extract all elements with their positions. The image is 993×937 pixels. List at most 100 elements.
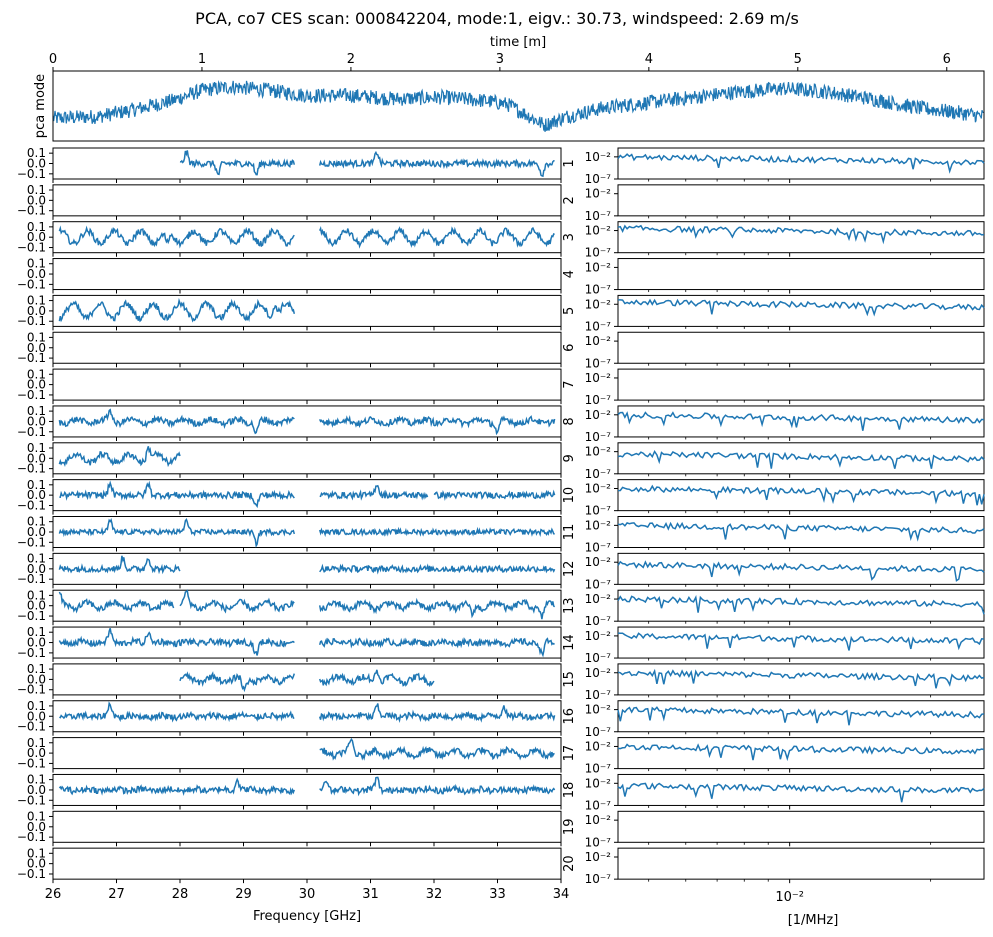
freq-ytick-label: −0.1	[17, 314, 46, 328]
freq-panel-7: 0.10.0−0.1 7	[17, 367, 577, 405]
freq-ytick-label: −0.1	[17, 830, 46, 844]
freq-series-segment	[318, 637, 555, 658]
psd-ytick-label: 10⁻²	[585, 482, 612, 496]
psd-ytick-label: 10⁻⁷	[585, 319, 612, 333]
psd-panel-frame	[617, 368, 985, 401]
freq-panel-frame	[52, 442, 562, 475]
freq-ytick-label: 0.1	[27, 183, 46, 197]
psd-panel-5: 10⁻² 10⁻⁷	[585, 294, 985, 333]
psd-panel-frame	[617, 516, 985, 548]
freq-xtick-label: 30	[299, 887, 316, 902]
freq-ytick-label: −0.1	[17, 646, 46, 660]
freq-panel-frame	[52, 258, 562, 291]
psd-series	[617, 560, 985, 582]
psd-panel-2: 10⁻² 10⁻⁷	[585, 184, 985, 223]
psd-panel-13: 10⁻² 10⁻⁷	[585, 589, 985, 628]
freq-ytick-label: 0.0	[27, 230, 46, 244]
freq-panel-4: 0.10.0−0.1 4	[17, 257, 577, 294]
freq-ytick-label: 0.1	[27, 552, 46, 566]
feed-label: 10	[562, 487, 577, 504]
freq-series-segment	[179, 671, 296, 693]
freq-panel-12: 0.10.0−0.1 12	[17, 552, 577, 589]
freq-xtick-label: 31	[362, 887, 379, 902]
psd-panel-frame	[617, 294, 985, 327]
freq-series-segment	[58, 517, 296, 548]
psd-panel-frame	[617, 810, 985, 843]
freq-series-segment	[319, 226, 555, 249]
freq-panel-19: 0.10.0−0.1 19	[17, 809, 577, 847]
freq-panel-2: 0.10.0−0.1 2	[17, 183, 577, 220]
psd-panel-frame	[617, 626, 985, 659]
freq-series-segment	[318, 526, 555, 538]
freq-series-segment	[319, 737, 555, 761]
freq-ytick-label: −0.1	[17, 498, 46, 512]
psd-series	[617, 706, 985, 726]
psd-panel-15: 10⁻² 10⁻⁷	[585, 663, 985, 702]
freq-ytick-label: 0.0	[27, 488, 46, 502]
frequency-panels: 0.10.0−0.110.10.0−0.120.10.0−0.130.10.0−…	[17, 146, 577, 884]
psd-series	[617, 224, 985, 245]
freq-ytick-label: 0.1	[27, 809, 46, 823]
freq-panel-10: 0.10.0−0.1 10	[17, 478, 577, 515]
psd-ytick-label: 10⁻⁷	[585, 430, 612, 444]
pca-mode-timeseries	[52, 79, 984, 132]
freq-series-segment	[58, 446, 181, 468]
psd-ytick-label: 10⁻²	[585, 408, 612, 422]
freq-ytick-label: −0.1	[17, 425, 46, 439]
freq-panel-13: 0.10.0−0.1 13	[17, 588, 577, 626]
feed-label: 19	[562, 819, 577, 836]
psd-ytick-label: 10⁻⁷	[585, 467, 612, 481]
psd-ytick-label: 10⁻⁷	[585, 283, 612, 297]
freq-ytick-label: 0.0	[27, 525, 46, 539]
psd-panel-19: 10⁻² 10⁻⁷	[585, 810, 985, 849]
freq-ytick-label: −0.1	[17, 277, 46, 291]
time-tick-label: 4	[645, 52, 653, 67]
freq-panel-frame	[52, 847, 562, 880]
freq-ytick-label: 0.0	[27, 378, 46, 392]
psd-panel-6: 10⁻² 10⁻⁷	[585, 331, 985, 370]
feed-label: 8	[562, 417, 577, 425]
psd-panel-11: 10⁻² 10⁻⁷	[585, 516, 985, 555]
freq-ytick-label: 0.1	[27, 404, 46, 418]
frequency-xlabel: Frequency [GHz]	[253, 909, 361, 924]
feed-label: 6	[562, 344, 577, 352]
psd-ytick-label: 10⁻⁷	[585, 393, 612, 407]
freq-ytick-label: 0.0	[27, 267, 46, 281]
psd-series	[617, 782, 985, 803]
freq-panel-8: 0.10.0−0.1 8	[17, 404, 577, 441]
freq-ytick-label: 0.0	[27, 599, 46, 613]
freq-ytick-label: −0.1	[17, 683, 46, 697]
psd-ytick-label: 10⁻⁷	[585, 541, 612, 555]
psd-ytick-label: 10⁻⁷	[585, 172, 612, 186]
time-tick-label: 2	[347, 52, 355, 67]
psd-panel-16: 10⁻² 10⁻⁷	[585, 700, 985, 739]
freq-series-segment	[318, 150, 555, 178]
top-ylabel: pca mode	[33, 74, 48, 138]
top-time-axis: 0 1 2 3 4 5 6	[49, 52, 951, 71]
freq-panel-17: 0.10.0−0.1 17	[17, 736, 577, 773]
freq-series-segment	[319, 563, 556, 575]
freq-series-segment	[179, 150, 296, 176]
freq-xtick-label: 34	[553, 887, 570, 902]
freq-ytick-label: 0.1	[27, 662, 46, 676]
freq-panel-1: 0.10.0−0.1 1	[17, 146, 577, 183]
psd-xtick-label: 10⁻²	[775, 890, 804, 905]
freq-xtick-label: 32	[426, 887, 443, 902]
feed-label: 16	[562, 708, 577, 725]
psd-panel-1: 10⁻² 10⁻⁷	[585, 147, 985, 186]
freq-panel-18: 0.10.0−0.1 18	[17, 773, 577, 810]
freq-ytick-label: −0.1	[17, 572, 46, 586]
psd-panel-frame	[617, 663, 985, 696]
freq-ytick-label: 0.0	[27, 341, 46, 355]
freq-panel-6: 0.10.0−0.1 6	[17, 330, 577, 368]
freq-panel-frame	[52, 294, 562, 327]
freq-panel-16: 0.10.0−0.1 16	[17, 699, 577, 736]
psd-ytick-label: 10⁻⁷	[585, 209, 612, 223]
freq-ytick-label: 0.1	[27, 257, 46, 271]
psd-ytick-label: 10⁻⁷	[585, 798, 612, 812]
freq-series-segment	[179, 589, 295, 614]
psd-ytick-label: 10⁻⁷	[585, 651, 612, 665]
time-tick-label: 6	[943, 52, 951, 67]
frequency-axis-ticks: 26 27 28 29 30 31 32 33 34	[45, 887, 570, 902]
